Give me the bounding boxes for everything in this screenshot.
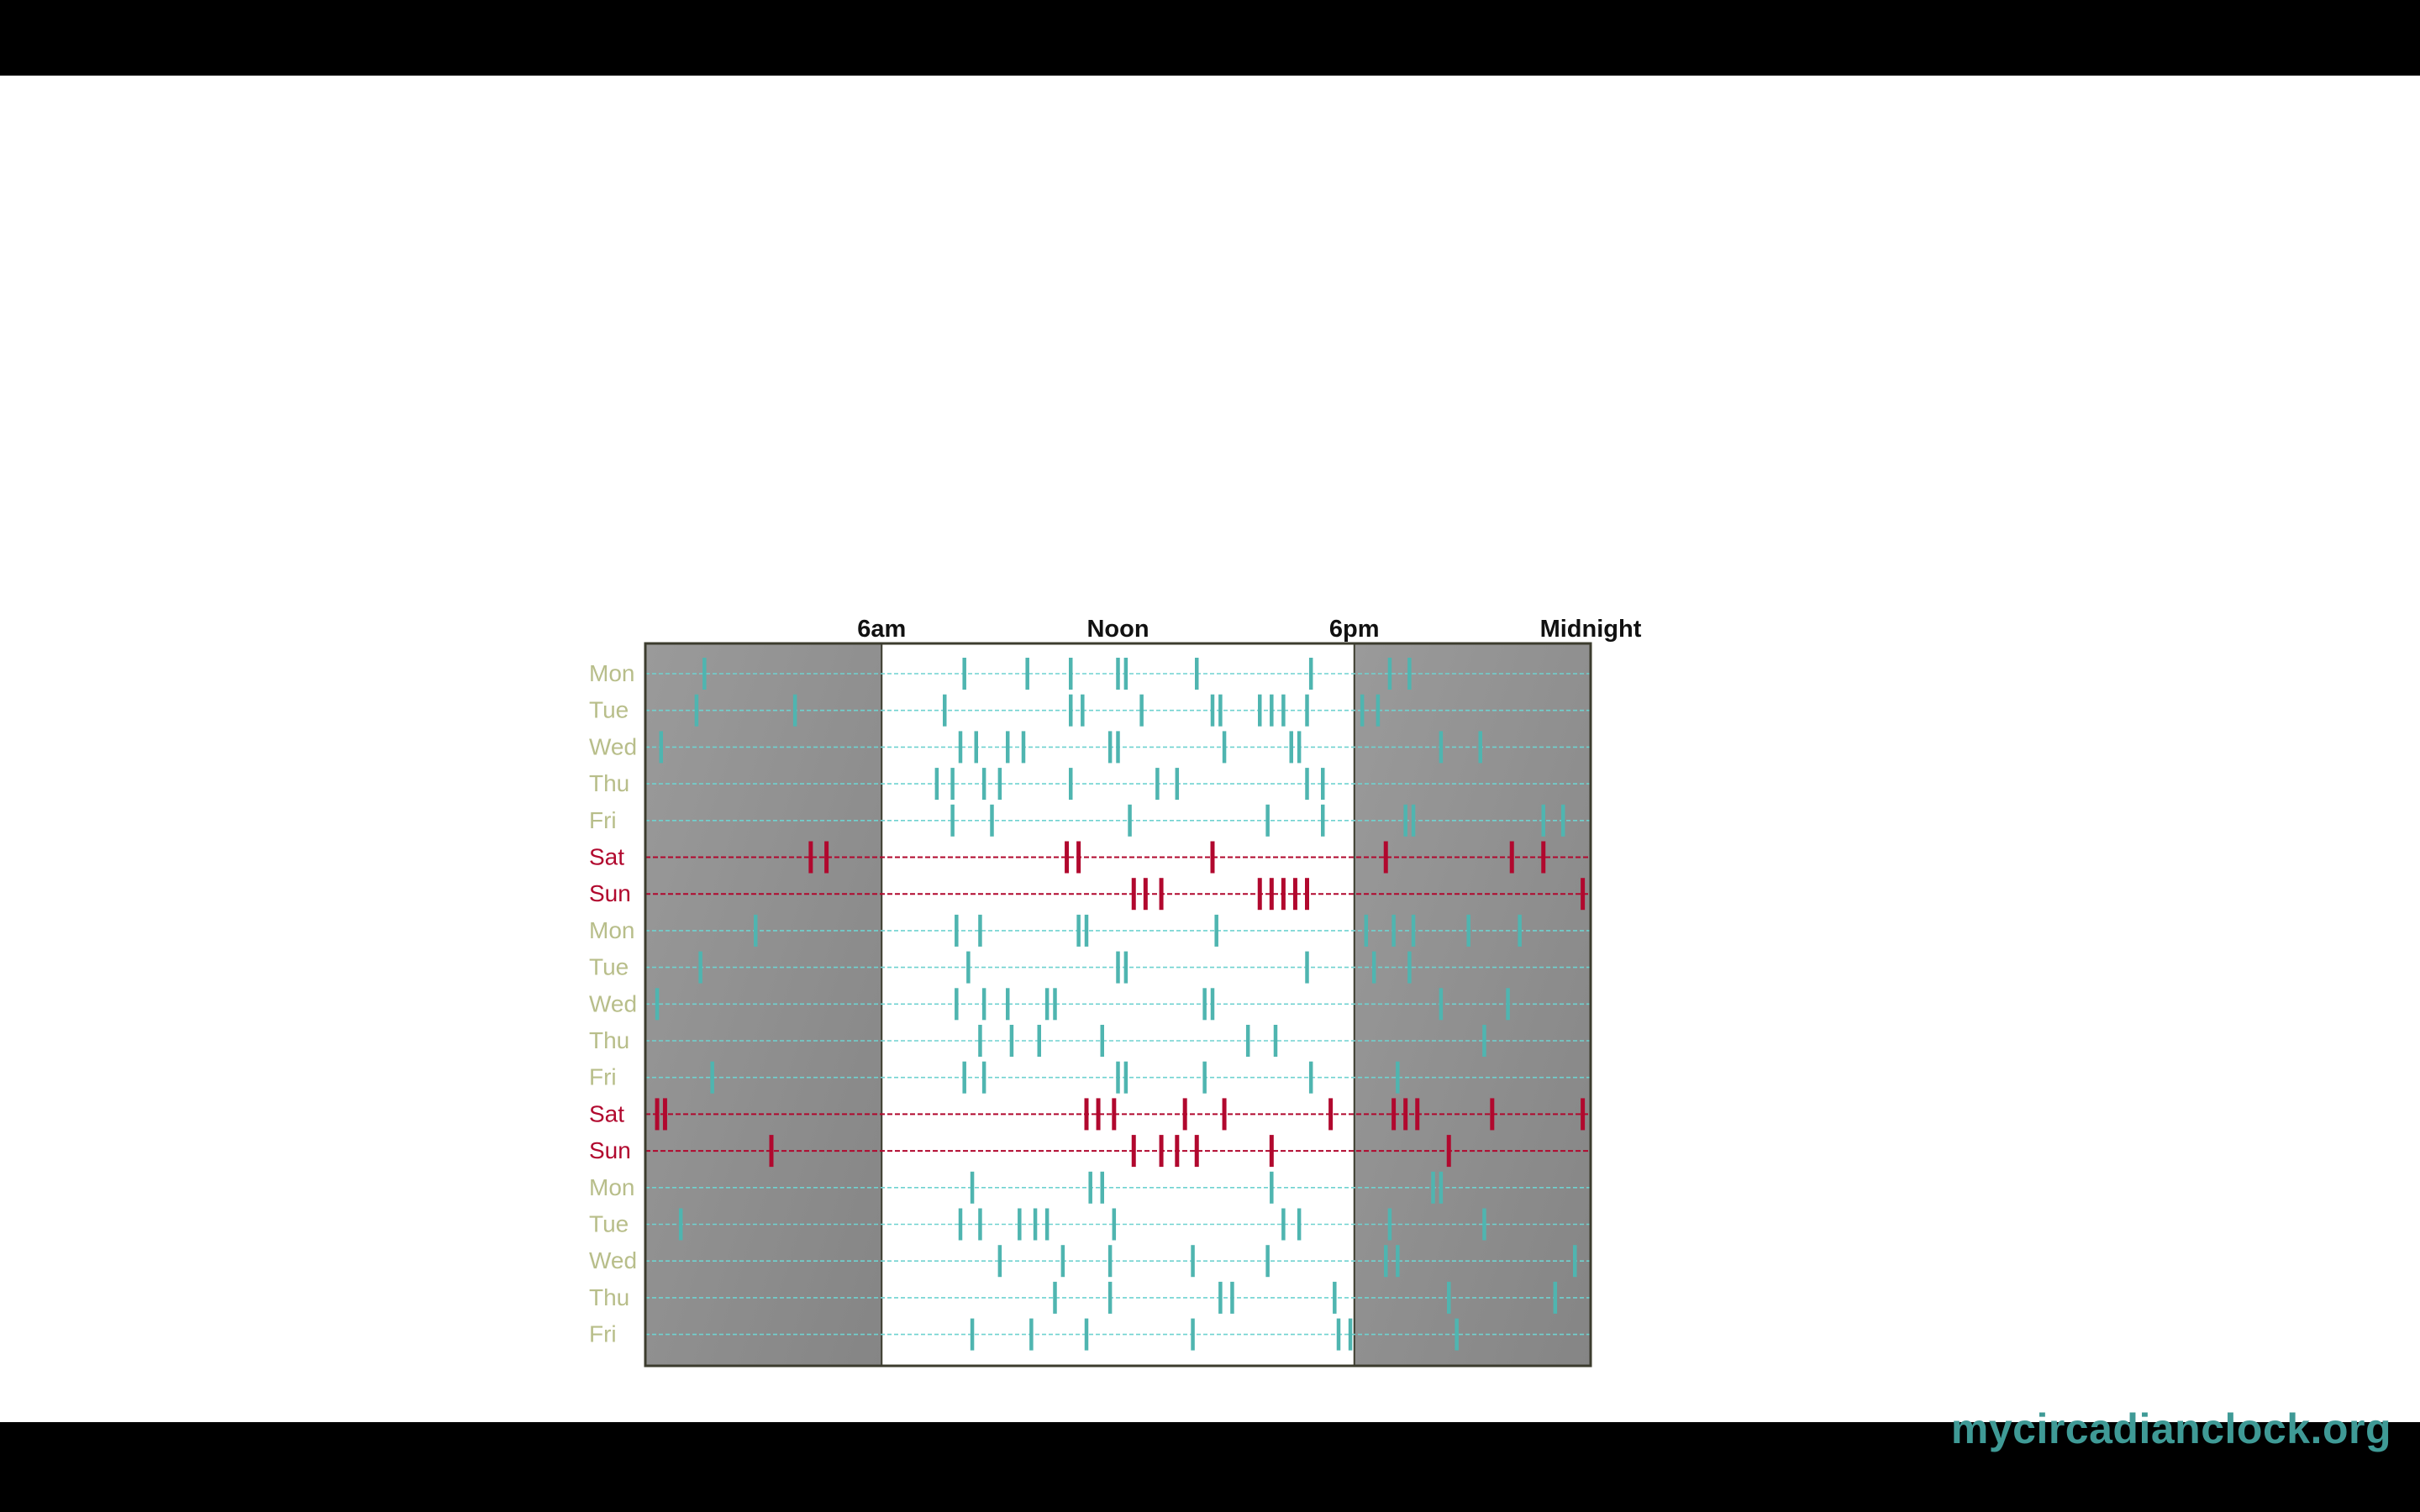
row-label-0: Mon [589,660,634,686]
row-label-8: Tue [589,954,629,980]
row-label-17: Thu [589,1284,629,1310]
x-tick-label-0: 6am [857,616,906,643]
slide: Mon Tue Wed Thu Fri Sat Sun Mon Tue Wed Thu Fri Sat S… [0,76,2420,1452]
row-label-3: Thu [589,770,629,796]
row-label-2: Wed [589,733,637,759]
row-label-11: Fri [589,1064,617,1090]
row-label-4: Fri [589,807,617,833]
row-label-15: Tue [589,1211,629,1237]
row-label-5: Sat [589,844,624,870]
row-label-7: Mon [589,917,634,943]
row-label-6: Sun [589,880,631,906]
plot-frame [644,642,1592,1368]
x-tick-label-2: 6pm [1329,616,1380,643]
row-label-13: Sun [589,1137,631,1163]
x-tick-label-1: Noon [1086,616,1149,643]
brand-url: mycircadianclock.org [1950,1405,2391,1452]
row-label-14: Mon [589,1174,634,1200]
row-label-12: Sat [589,1100,624,1126]
row-label-10: Thu [589,1027,629,1053]
row-label-1: Tue [589,697,629,723]
row-label-16: Wed [589,1247,637,1273]
row-label-18: Fri [589,1321,617,1347]
eating-pattern-chart: Mon Tue Wed Thu Fri Sat Sun Mon Tue Wed Thu Fri Sat S… [589,616,1642,1368]
x-tick-label-3: Midnight [1540,616,1642,643]
row-label-9: Wed [589,990,637,1016]
